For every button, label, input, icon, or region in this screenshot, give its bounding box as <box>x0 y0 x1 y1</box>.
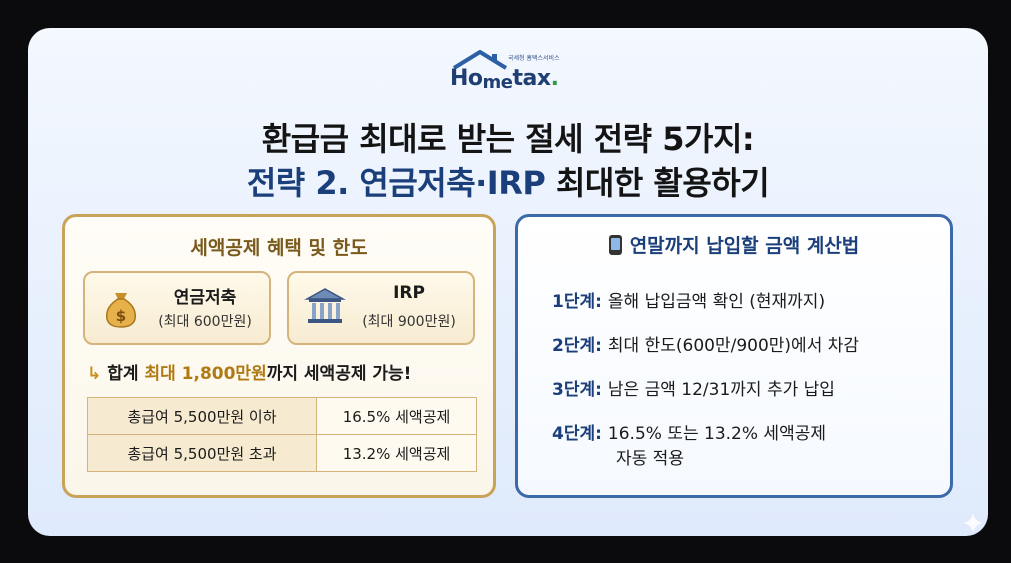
irp-limit: (최대 900만원) <box>362 314 456 330</box>
logo-small-text: 국세청 홈택스서비스 <box>508 55 560 62</box>
house-roof-icon <box>452 50 508 70</box>
headline: 환급금 최대로 받는 절세 전략 5가지: <box>261 120 755 158</box>
calculation-panel-title: 연말까지 납입할 금액 계산법 <box>518 231 950 258</box>
pension-savings-name: 연금저축 <box>173 288 237 308</box>
infographic-card: 국세청 홈택스서비스 Hometax. 환급금 최대로 받는 절세 전략 5가지… <box>28 28 988 536</box>
money-bag-icon: $ <box>105 293 137 328</box>
svg-text:$: $ <box>116 307 126 325</box>
tax-credit-panel: 세액공제 혜택 및 한도 $ 연금저축 (최대 600만원) IRP (최대 9… <box>62 214 496 498</box>
phone-icon <box>608 235 622 255</box>
step-1: 1단계: 올해 납입금액 확인 (현재까지) <box>552 292 826 312</box>
step-2: 2단계: 최대 한도(600만/900만)에서 차감 <box>552 336 860 356</box>
table-cell: 총급여 5,500만원 초과 <box>87 434 317 472</box>
table-cell: 16.5% 세액공제 <box>316 397 477 435</box>
step-3: 3단계: 남은 금액 12/31까지 추가 납입 <box>552 380 835 400</box>
pension-savings-limit: (최대 600만원) <box>158 314 252 330</box>
total-limit-summary: ↳ 합계 최대 1,800만원까지 세액공제 가능! <box>87 364 412 384</box>
step-4: 4단계: 16.5% 또는 13.2% 세액공제 자동 적용 <box>552 424 826 469</box>
table-cell: 총급여 5,500만원 이하 <box>87 397 317 435</box>
turn-arrow-icon: ↳ <box>87 364 102 384</box>
irp-name: IRP <box>393 283 425 303</box>
table-row: 총급여 5,500만원 이하 16.5% 세액공제 <box>87 397 477 435</box>
calculation-panel: 연말까지 납입할 금액 계산법 1단계: 올해 납입금액 확인 (현재까지) 2단… <box>515 214 953 498</box>
bank-icon <box>304 288 346 323</box>
credit-rate-table: 총급여 5,500만원 이하 16.5% 세액공제 총급여 5,500만원 초과… <box>87 397 477 472</box>
hometax-logo: 국세청 홈택스서비스 Hometax. <box>450 50 570 102</box>
table-cell: 13.2% 세액공제 <box>316 434 477 472</box>
pension-savings-box: $ 연금저축 (최대 600만원) <box>83 271 271 345</box>
table-row: 총급여 5,500만원 초과 13.2% 세액공제 <box>87 434 477 472</box>
sparkle-icon <box>963 513 983 533</box>
tax-credit-panel-title: 세액공제 혜택 및 한도 <box>190 237 368 259</box>
subheadline: 전략 2. 연금저축·IRP 최대한 활용하기 <box>246 164 770 202</box>
irp-box: IRP (최대 900만원) <box>287 271 475 345</box>
